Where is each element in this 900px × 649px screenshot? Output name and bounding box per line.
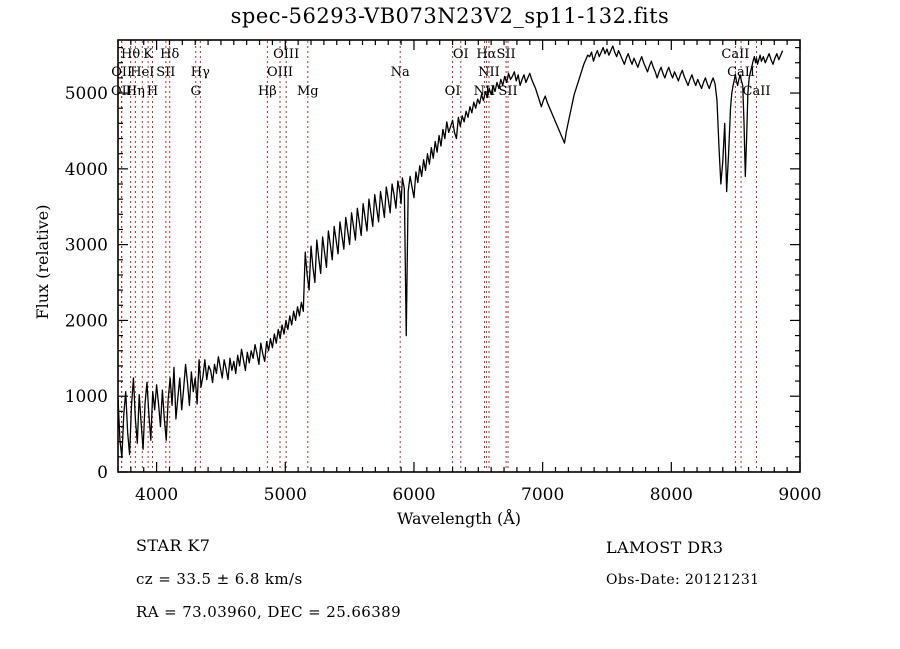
svg-text:OI: OI xyxy=(453,47,469,62)
svg-text:1000: 1000 xyxy=(65,387,108,407)
svg-text:CaII: CaII xyxy=(727,65,755,80)
svg-text:SII: SII xyxy=(156,65,175,80)
svg-text:CaII: CaII xyxy=(743,84,771,99)
svg-text:Hβ: Hβ xyxy=(258,84,277,99)
svg-text:6000: 6000 xyxy=(392,485,435,505)
svg-text:OII: OII xyxy=(111,65,132,80)
x-axis-title: Wavelength (Å) xyxy=(397,508,521,528)
svg-text:OI: OI xyxy=(445,84,461,99)
svg-text:5000: 5000 xyxy=(65,84,108,104)
svg-text:0: 0 xyxy=(97,463,108,483)
y-axis-title: Flux (relative) xyxy=(33,205,52,320)
svg-text:Hα: Hα xyxy=(476,47,496,62)
svg-text:OIII: OIII xyxy=(267,65,293,80)
svg-text:2000: 2000 xyxy=(65,311,108,331)
coordinates-label: RA = 73.03960, DEC = 25.66389 xyxy=(136,603,402,621)
svg-text:Hη: Hη xyxy=(126,84,145,99)
svg-text:5000: 5000 xyxy=(264,485,307,505)
svg-text:CaII: CaII xyxy=(721,47,749,62)
svg-text:K: K xyxy=(143,47,153,62)
observation-date-label: Obs-Date: 20121231 xyxy=(606,572,760,588)
spectral-line-markers xyxy=(120,41,758,471)
svg-text:9000: 9000 xyxy=(778,485,821,505)
svg-text:Hδ: Hδ xyxy=(160,47,179,62)
svg-text:8000: 8000 xyxy=(650,485,693,505)
object-class-label: STAR K7 xyxy=(136,536,211,555)
svg-text:Hγ: Hγ xyxy=(191,65,210,80)
axis-tick-labels: 4000 5000 6000 7000 8000 9000 0 1000 2000 3000 400… xyxy=(65,84,822,505)
svg-text:3000: 3000 xyxy=(65,236,108,256)
svg-text:Na: Na xyxy=(391,65,410,80)
svg-text:Mg: Mg xyxy=(297,84,319,99)
axis-ticks xyxy=(117,40,801,473)
spectrum-curve xyxy=(117,45,784,459)
svg-text:OII: OII xyxy=(111,84,132,99)
svg-text:HeI: HeI xyxy=(130,65,154,80)
svg-text:H: H xyxy=(147,84,158,99)
svg-text:7000: 7000 xyxy=(521,485,564,505)
svg-text:NII: NII xyxy=(474,84,496,99)
svg-text:OIII: OIII xyxy=(273,47,299,62)
survey-label: LAMOST DR3 xyxy=(606,538,724,557)
page-title: spec-56293-VB073N23V2_sp11-132.fits xyxy=(230,4,670,28)
spectral-line-labels: OII OII Hθ Hη HeI K H SII Hδ Hγ G Hβ OIII OIII Mg Na OI O… xyxy=(111,47,770,99)
svg-text:Hθ: Hθ xyxy=(121,47,140,62)
svg-text:NII: NII xyxy=(478,65,500,80)
svg-text:G: G xyxy=(191,84,201,99)
svg-text:4000: 4000 xyxy=(135,485,178,505)
axes-frame xyxy=(117,39,801,473)
redshift-velocity-label: cz = 33.5 ± 6.8 km/s xyxy=(136,570,303,588)
svg-text:SII: SII xyxy=(498,84,517,99)
svg-text:SII: SII xyxy=(497,47,516,62)
svg-text:4000: 4000 xyxy=(65,160,108,180)
